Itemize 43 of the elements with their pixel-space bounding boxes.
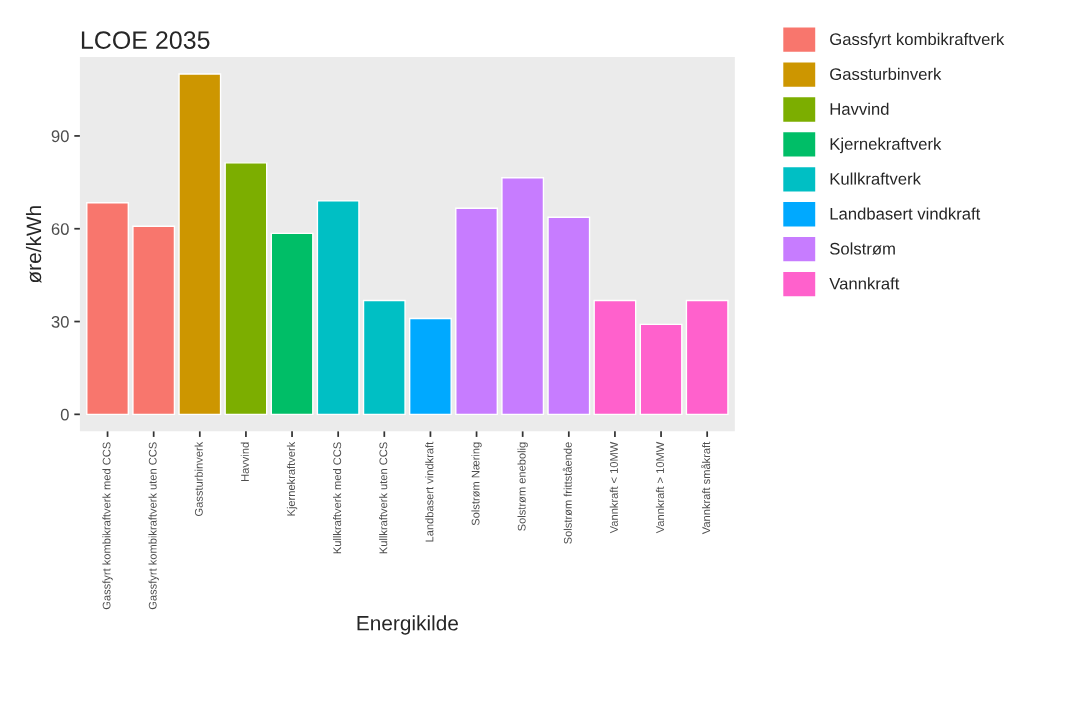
x-tick-label: Vannkraft småkraft bbox=[701, 441, 711, 535]
x-tick-label: Solstrøm frittstående bbox=[562, 442, 572, 544]
y-tick-label: 90 bbox=[51, 130, 69, 143]
legend-label: Vannkraft bbox=[829, 277, 900, 290]
x-tick-label: Gassturbinverk bbox=[194, 441, 203, 516]
legend-label: Landbasert vindkraft bbox=[830, 207, 981, 220]
x-tick-label: Solstrøm Næring bbox=[471, 442, 482, 526]
legend-label: Havvind bbox=[830, 102, 889, 115]
x-axis-title: Energikilde bbox=[357, 615, 458, 635]
x-tick-label: Gassfyrt kombikraftverk med CCS bbox=[102, 442, 113, 610]
legend-label: Kullkraftverk bbox=[830, 172, 921, 185]
x-tick-label: Vannkraft < 10MW bbox=[609, 441, 618, 534]
bar bbox=[501, 176, 545, 416]
bar bbox=[639, 323, 683, 416]
chart-title: LCOE 2035 bbox=[81, 31, 210, 49]
bar bbox=[593, 299, 637, 416]
bar bbox=[455, 207, 499, 416]
x-tick-label: Landbasert vindkraft bbox=[425, 441, 434, 542]
legend-label: Kjernekraftverk bbox=[830, 137, 942, 154]
x-tick-label: Kullkraftverk uten CCS bbox=[379, 442, 388, 554]
bar bbox=[547, 216, 591, 416]
x-tick-label: Gassfyrt kombikraftverk uten CCS bbox=[148, 442, 159, 610]
legend-label: Solstrøm bbox=[830, 242, 895, 255]
bar bbox=[132, 225, 176, 416]
bar bbox=[316, 200, 360, 416]
bar bbox=[408, 317, 452, 416]
bar bbox=[362, 299, 406, 416]
y-axis-title: øre/kWh bbox=[25, 206, 42, 284]
bar bbox=[224, 162, 268, 416]
bar bbox=[178, 73, 222, 416]
legend-label: Gassfyrt kombikraftverk bbox=[830, 32, 1005, 49]
y-tick-label: 30 bbox=[51, 315, 69, 328]
legend-label: Gassturbinverk bbox=[830, 67, 942, 81]
x-tick-label: Kullkraftverk med CCS bbox=[333, 442, 342, 554]
x-tick-label: Kjernekraftverk bbox=[286, 441, 298, 516]
y-tick-label: 0 bbox=[60, 408, 69, 421]
x-tick-label: Havvind bbox=[240, 442, 249, 482]
y-tick-label: 60 bbox=[51, 223, 69, 235]
bar bbox=[270, 232, 314, 416]
bar bbox=[86, 202, 130, 416]
x-tick-label: Solstrøm enebolig bbox=[517, 442, 528, 531]
bar bbox=[685, 299, 729, 416]
x-tick-label: Vannkraft > 10MW bbox=[655, 441, 665, 534]
